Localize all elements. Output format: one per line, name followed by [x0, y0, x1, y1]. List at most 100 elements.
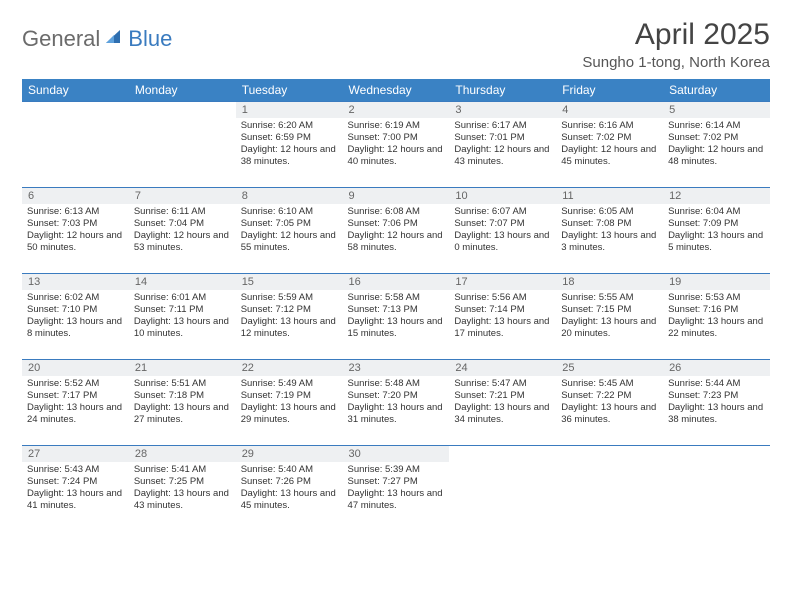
weekday-header: Tuesday: [236, 79, 343, 102]
day-content: Sunrise: 6:04 AMSunset: 7:09 PMDaylight:…: [663, 204, 770, 258]
empty-cell: [556, 446, 663, 532]
day-number: 1: [236, 102, 343, 118]
day-cell: 24Sunrise: 5:47 AMSunset: 7:21 PMDayligh…: [449, 360, 556, 446]
day-number: 9: [343, 188, 450, 204]
day-number: 24: [449, 360, 556, 376]
day-number: 18: [556, 274, 663, 290]
day-content: Sunrise: 5:44 AMSunset: 7:23 PMDaylight:…: [663, 376, 770, 430]
day-content: Sunrise: 6:16 AMSunset: 7:02 PMDaylight:…: [556, 118, 663, 172]
day-number: 22: [236, 360, 343, 376]
day-cell: 18Sunrise: 5:55 AMSunset: 7:15 PMDayligh…: [556, 274, 663, 360]
day-number: 25: [556, 360, 663, 376]
empty-cell: [22, 102, 129, 188]
day-number: 26: [663, 360, 770, 376]
day-number: 13: [22, 274, 129, 290]
day-cell: 12Sunrise: 6:04 AMSunset: 7:09 PMDayligh…: [663, 188, 770, 274]
page-title: April 2025: [582, 18, 770, 52]
day-cell: 20Sunrise: 5:52 AMSunset: 7:17 PMDayligh…: [22, 360, 129, 446]
day-number: 7: [129, 188, 236, 204]
day-cell: 29Sunrise: 5:40 AMSunset: 7:26 PMDayligh…: [236, 446, 343, 532]
day-content: Sunrise: 5:56 AMSunset: 7:14 PMDaylight:…: [449, 290, 556, 344]
empty-cell: [663, 446, 770, 532]
day-number: 10: [449, 188, 556, 204]
day-content: Sunrise: 6:08 AMSunset: 7:06 PMDaylight:…: [343, 204, 450, 258]
logo-text-2: Blue: [128, 26, 172, 52]
calendar-row: 20Sunrise: 5:52 AMSunset: 7:17 PMDayligh…: [22, 360, 770, 446]
day-content: Sunrise: 6:10 AMSunset: 7:05 PMDaylight:…: [236, 204, 343, 258]
day-cell: 19Sunrise: 5:53 AMSunset: 7:16 PMDayligh…: [663, 274, 770, 360]
calendar-body: 1Sunrise: 6:20 AMSunset: 6:59 PMDaylight…: [22, 102, 770, 532]
day-content: Sunrise: 6:19 AMSunset: 7:00 PMDaylight:…: [343, 118, 450, 172]
day-content: Sunrise: 5:58 AMSunset: 7:13 PMDaylight:…: [343, 290, 450, 344]
day-number: 5: [663, 102, 770, 118]
day-content: Sunrise: 6:05 AMSunset: 7:08 PMDaylight:…: [556, 204, 663, 258]
day-cell: 11Sunrise: 6:05 AMSunset: 7:08 PMDayligh…: [556, 188, 663, 274]
day-number: 29: [236, 446, 343, 462]
day-cell: 7Sunrise: 6:11 AMSunset: 7:04 PMDaylight…: [129, 188, 236, 274]
weekday-row: SundayMondayTuesdayWednesdayThursdayFrid…: [22, 79, 770, 102]
day-cell: 22Sunrise: 5:49 AMSunset: 7:19 PMDayligh…: [236, 360, 343, 446]
logo-text-1: General: [22, 26, 100, 52]
day-cell: 27Sunrise: 5:43 AMSunset: 7:24 PMDayligh…: [22, 446, 129, 532]
weekday-header: Sunday: [22, 79, 129, 102]
day-cell: 21Sunrise: 5:51 AMSunset: 7:18 PMDayligh…: [129, 360, 236, 446]
day-content: Sunrise: 6:07 AMSunset: 7:07 PMDaylight:…: [449, 204, 556, 258]
day-cell: 15Sunrise: 5:59 AMSunset: 7:12 PMDayligh…: [236, 274, 343, 360]
day-content: Sunrise: 5:43 AMSunset: 7:24 PMDaylight:…: [22, 462, 129, 516]
calendar-row: 1Sunrise: 6:20 AMSunset: 6:59 PMDaylight…: [22, 102, 770, 188]
weekday-header: Saturday: [663, 79, 770, 102]
weekday-header: Wednesday: [343, 79, 450, 102]
day-cell: 8Sunrise: 6:10 AMSunset: 7:05 PMDaylight…: [236, 188, 343, 274]
day-number: 17: [449, 274, 556, 290]
day-number: 8: [236, 188, 343, 204]
day-cell: 13Sunrise: 6:02 AMSunset: 7:10 PMDayligh…: [22, 274, 129, 360]
day-content: Sunrise: 6:02 AMSunset: 7:10 PMDaylight:…: [22, 290, 129, 344]
day-number: 27: [22, 446, 129, 462]
calendar-page: General Blue April 2025 Sungho 1-tong, No…: [0, 0, 792, 542]
day-cell: 5Sunrise: 6:14 AMSunset: 7:02 PMDaylight…: [663, 102, 770, 188]
day-content: Sunrise: 5:39 AMSunset: 7:27 PMDaylight:…: [343, 462, 450, 516]
day-content: Sunrise: 5:52 AMSunset: 7:17 PMDaylight:…: [22, 376, 129, 430]
calendar-table: SundayMondayTuesdayWednesdayThursdayFrid…: [22, 79, 770, 532]
calendar-head: SundayMondayTuesdayWednesdayThursdayFrid…: [22, 79, 770, 102]
day-content: Sunrise: 6:20 AMSunset: 6:59 PMDaylight:…: [236, 118, 343, 172]
day-number: 28: [129, 446, 236, 462]
logo-sail-icon: [104, 26, 124, 52]
day-cell: 1Sunrise: 6:20 AMSunset: 6:59 PMDaylight…: [236, 102, 343, 188]
logo: General Blue: [22, 18, 172, 52]
day-number: 2: [343, 102, 450, 118]
day-content: Sunrise: 5:53 AMSunset: 7:16 PMDaylight:…: [663, 290, 770, 344]
day-cell: 17Sunrise: 5:56 AMSunset: 7:14 PMDayligh…: [449, 274, 556, 360]
day-cell: 3Sunrise: 6:17 AMSunset: 7:01 PMDaylight…: [449, 102, 556, 188]
day-cell: 30Sunrise: 5:39 AMSunset: 7:27 PMDayligh…: [343, 446, 450, 532]
empty-cell: [449, 446, 556, 532]
day-number: 23: [343, 360, 450, 376]
day-content: Sunrise: 5:40 AMSunset: 7:26 PMDaylight:…: [236, 462, 343, 516]
day-number: 14: [129, 274, 236, 290]
day-content: Sunrise: 6:17 AMSunset: 7:01 PMDaylight:…: [449, 118, 556, 172]
day-content: Sunrise: 5:55 AMSunset: 7:15 PMDaylight:…: [556, 290, 663, 344]
day-cell: 16Sunrise: 5:58 AMSunset: 7:13 PMDayligh…: [343, 274, 450, 360]
calendar-row: 27Sunrise: 5:43 AMSunset: 7:24 PMDayligh…: [22, 446, 770, 532]
day-cell: 28Sunrise: 5:41 AMSunset: 7:25 PMDayligh…: [129, 446, 236, 532]
day-content: Sunrise: 5:48 AMSunset: 7:20 PMDaylight:…: [343, 376, 450, 430]
day-number: 3: [449, 102, 556, 118]
empty-cell: [129, 102, 236, 188]
day-cell: 25Sunrise: 5:45 AMSunset: 7:22 PMDayligh…: [556, 360, 663, 446]
day-content: Sunrise: 5:41 AMSunset: 7:25 PMDaylight:…: [129, 462, 236, 516]
day-cell: 26Sunrise: 5:44 AMSunset: 7:23 PMDayligh…: [663, 360, 770, 446]
day-content: Sunrise: 5:59 AMSunset: 7:12 PMDaylight:…: [236, 290, 343, 344]
day-content: Sunrise: 6:14 AMSunset: 7:02 PMDaylight:…: [663, 118, 770, 172]
day-number: 19: [663, 274, 770, 290]
day-number: 20: [22, 360, 129, 376]
weekday-header: Thursday: [449, 79, 556, 102]
day-content: Sunrise: 5:49 AMSunset: 7:19 PMDaylight:…: [236, 376, 343, 430]
day-number: 6: [22, 188, 129, 204]
calendar-row: 6Sunrise: 6:13 AMSunset: 7:03 PMDaylight…: [22, 188, 770, 274]
calendar-row: 13Sunrise: 6:02 AMSunset: 7:10 PMDayligh…: [22, 274, 770, 360]
day-content: Sunrise: 6:01 AMSunset: 7:11 PMDaylight:…: [129, 290, 236, 344]
day-cell: 10Sunrise: 6:07 AMSunset: 7:07 PMDayligh…: [449, 188, 556, 274]
day-cell: 9Sunrise: 6:08 AMSunset: 7:06 PMDaylight…: [343, 188, 450, 274]
page-subtitle: Sungho 1-tong, North Korea: [582, 54, 770, 71]
header: General Blue April 2025 Sungho 1-tong, No…: [22, 18, 770, 71]
